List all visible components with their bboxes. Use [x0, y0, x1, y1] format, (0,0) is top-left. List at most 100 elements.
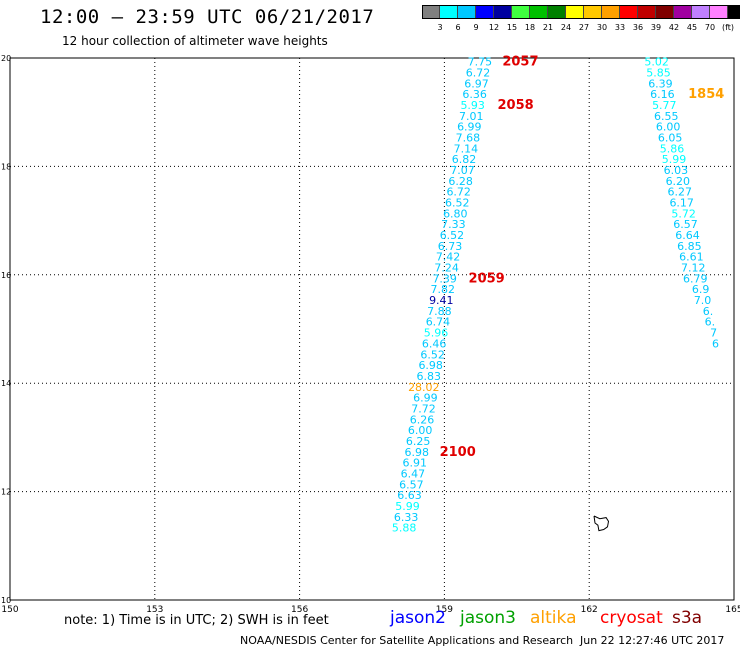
track1-wave-height: 6.52: [440, 229, 465, 242]
y-tick-label: 20: [1, 54, 11, 63]
x-tick-label: 159: [436, 605, 453, 615]
track2-wave-height: 7.0: [694, 294, 712, 307]
generated-timestamp: Jun 22 12:27:46 UTC 2017: [580, 634, 725, 647]
track2-wave-height: 6.17: [669, 197, 694, 210]
color-scale-label: 18: [524, 23, 536, 32]
track2-wave-height: 6.03: [664, 164, 689, 177]
track1-wave-height: 7.24: [434, 262, 459, 275]
x-tick-label: 150: [1, 605, 18, 615]
track1-wave-height: 6.74: [426, 316, 451, 329]
chart-title: 12:00 – 23:59 UTC 06/21/2017: [40, 6, 375, 28]
color-scale-label: 9: [473, 23, 479, 32]
track1-wave-height: 6.52: [445, 197, 470, 210]
chart-subtitle: 12 hour collection of altimeter wave hei…: [62, 34, 328, 48]
color-scale-label: 21: [542, 23, 554, 32]
color-scale-label: 42: [668, 23, 680, 32]
track2-wave-height: 6.39: [648, 77, 673, 90]
color-scale-swatch: [728, 5, 740, 19]
track2-wave-height: 6.05: [658, 131, 683, 144]
track1-wave-height: 7.88: [427, 305, 452, 318]
track2-wave-height: 6.64: [675, 229, 700, 242]
color-scale-label: 33: [614, 23, 626, 32]
track2-wave-height: 5.99: [662, 153, 687, 166]
legend-jason2: jason2: [390, 608, 446, 628]
track1-wave-height: 6.73: [438, 240, 463, 253]
color-scale-label: 3: [437, 23, 443, 32]
color-scale-swatch: [458, 5, 476, 19]
color-scale-swatch: [494, 5, 512, 19]
track2-time-label: 1854: [688, 87, 724, 102]
track1-wave-height: 6.46: [422, 337, 447, 350]
x-tick-label: 165: [725, 605, 740, 615]
track2-wave-height: 5.85: [646, 66, 671, 79]
track2-wave-height: 5.77: [652, 99, 677, 112]
track1-time-label: 2058: [497, 98, 533, 113]
track1-wave-height: 7.82: [431, 283, 456, 296]
track1-wave-height: 6.97: [464, 77, 489, 90]
track1-wave-height: 7.01: [459, 110, 484, 123]
color-scale-frame: [422, 5, 740, 19]
track1-wave-height: 7.68: [456, 131, 481, 144]
track2-wave-height: 6: [712, 337, 719, 350]
color-scale-label: 70: [704, 23, 716, 32]
track1-wave-height: 7.42: [436, 251, 461, 264]
x-tick-label: 162: [581, 605, 598, 615]
y-tick-label: 16: [1, 271, 11, 280]
coastline-outline: [593, 515, 610, 532]
track1-wave-height: 6.80: [443, 207, 468, 220]
legend-s3a: s3a: [672, 608, 703, 628]
color-scale-label: 24: [560, 23, 572, 32]
color-scale-swatch: [566, 5, 584, 19]
track2-wave-height: 6.20: [666, 175, 691, 188]
track1-wave-height: 6.98: [404, 446, 429, 459]
color-scale-swatch: [548, 5, 566, 19]
track2-wave-height: 6.: [703, 305, 714, 318]
track2-wave-height: 5.72: [671, 207, 696, 220]
color-scale-label: 45: [686, 23, 698, 32]
color-scale-label: (ft): [721, 23, 735, 32]
color-scale-swatch: [476, 5, 494, 19]
y-tick-label: 12: [1, 488, 11, 497]
y-tick-label: 18: [1, 162, 11, 171]
color-scale-swatch: [620, 5, 638, 19]
track1-wave-height: 6.99: [413, 392, 438, 405]
track2-wave-height: 6.85: [677, 240, 702, 253]
color-scale-swatch: [602, 5, 620, 19]
color-scale-swatch: [692, 5, 710, 19]
track1-wave-height: 7.14: [454, 142, 479, 155]
track2-wave-height: 6.55: [654, 110, 679, 123]
legend-altika: altika: [530, 608, 577, 628]
track1-wave-height: 6.25: [406, 435, 431, 448]
color-scale-swatch: [440, 5, 458, 19]
track1-wave-height: 5.88: [392, 522, 417, 535]
color-scale-label: 15: [506, 23, 518, 32]
track1-wave-height: 6.47: [401, 468, 426, 481]
track1-wave-height: 6.52: [420, 348, 445, 361]
track1-wave-height: 6.99: [457, 121, 482, 134]
track1-wave-height: 6.72: [466, 66, 491, 79]
track1-time-label: 2100: [440, 445, 476, 460]
color-scale-label: 6: [455, 23, 461, 32]
color-scale-label: 39: [650, 23, 662, 32]
color-scale-swatch: [674, 5, 692, 19]
track2-wave-height: 7: [710, 327, 717, 340]
track1-wave-height: 6.33: [394, 511, 419, 524]
color-scale-swatch: [422, 5, 440, 19]
track1-wave-height: 6.26: [410, 413, 435, 426]
track2-wave-height: 6.: [705, 316, 716, 329]
track1-time-label: 2059: [469, 271, 505, 286]
track1-wave-height: 9.41: [429, 294, 454, 307]
track2-wave-height: 6.9: [692, 283, 710, 296]
track2-wave-height: 5.02: [644, 56, 669, 69]
color-scale-swatch: [710, 5, 728, 19]
color-scale-swatch: [638, 5, 656, 19]
y-tick-label: 14: [1, 379, 11, 388]
track1-wave-height: 6.00: [408, 424, 433, 437]
track1-wave-height: 7.75: [468, 56, 493, 69]
color-scale-label: 36: [632, 23, 644, 32]
color-scale-label: 30: [596, 23, 608, 32]
footer-note: note: 1) Time is in UTC; 2) SWH is in fe…: [64, 613, 329, 628]
track1-wave-height: 6.82: [452, 153, 477, 166]
track1-wave-height: 6.57: [399, 478, 424, 491]
